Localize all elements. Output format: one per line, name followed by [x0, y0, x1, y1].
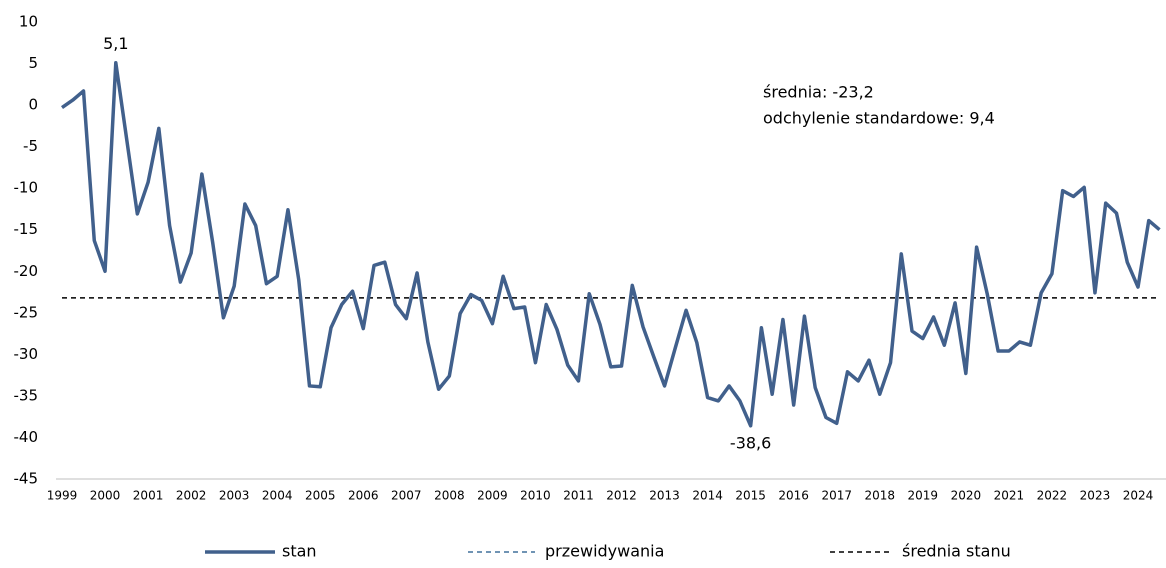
data-label: -38,6: [730, 433, 771, 452]
x-tick-label: 2016: [778, 489, 809, 503]
x-tick-label: 1999: [47, 489, 78, 503]
x-tick-label: 2022: [1037, 489, 1068, 503]
x-tick-label: 2004: [262, 489, 293, 503]
x-tick-label: 2020: [951, 489, 982, 503]
y-tick-label: 0: [28, 96, 38, 114]
y-tick-label: -40: [14, 428, 39, 446]
legend-label: przewidywania: [545, 542, 664, 561]
x-tick-label: 2007: [391, 489, 422, 503]
x-tick-label: 2008: [434, 489, 465, 503]
x-tick-label: 2023: [1080, 489, 1111, 503]
legend-label: średnia stanu: [902, 542, 1011, 561]
x-tick-label: 2017: [821, 489, 852, 503]
x-tick-label: 2009: [477, 489, 508, 503]
x-tick-label: 2001: [133, 489, 164, 503]
x-tick-label: 2019: [908, 489, 939, 503]
y-tick-label: -25: [14, 303, 39, 321]
y-tick-label: -30: [14, 345, 39, 363]
annotation: odchylenie standardowe: 9,4: [763, 109, 995, 128]
y-tick-label: -5: [23, 137, 38, 155]
x-tick-label: 2013: [649, 489, 680, 503]
x-tick-label: 2014: [692, 489, 723, 503]
x-tick-label: 2006: [348, 489, 379, 503]
series-line: [61, 60, 1161, 428]
x-tick-label: 2015: [735, 489, 766, 503]
x-tick-label: 2005: [305, 489, 336, 503]
x-tick-label: 2012: [606, 489, 637, 503]
y-tick-label: -10: [14, 179, 39, 197]
x-tick-label: 2011: [563, 489, 594, 503]
x-tick-label: 2021: [994, 489, 1025, 503]
data-label: 5,1: [103, 34, 128, 53]
y-tick-label: 5: [28, 54, 38, 72]
y-tick-label: 10: [19, 13, 38, 31]
x-tick-label: 2003: [219, 489, 250, 503]
y-tick-label: -35: [14, 386, 39, 404]
legend-label: stan: [282, 542, 317, 561]
y-tick-label: -20: [14, 262, 39, 280]
annotation: średnia: -23,2: [763, 83, 874, 102]
y-tick-label: -15: [14, 220, 39, 238]
x-tick-label: 2018: [864, 489, 895, 503]
x-tick-label: 2024: [1123, 489, 1154, 503]
x-tick-label: 2010: [520, 489, 551, 503]
x-tick-label: 2002: [176, 489, 207, 503]
x-tick-label: 2000: [90, 489, 121, 503]
y-tick-label: -45: [14, 470, 39, 488]
